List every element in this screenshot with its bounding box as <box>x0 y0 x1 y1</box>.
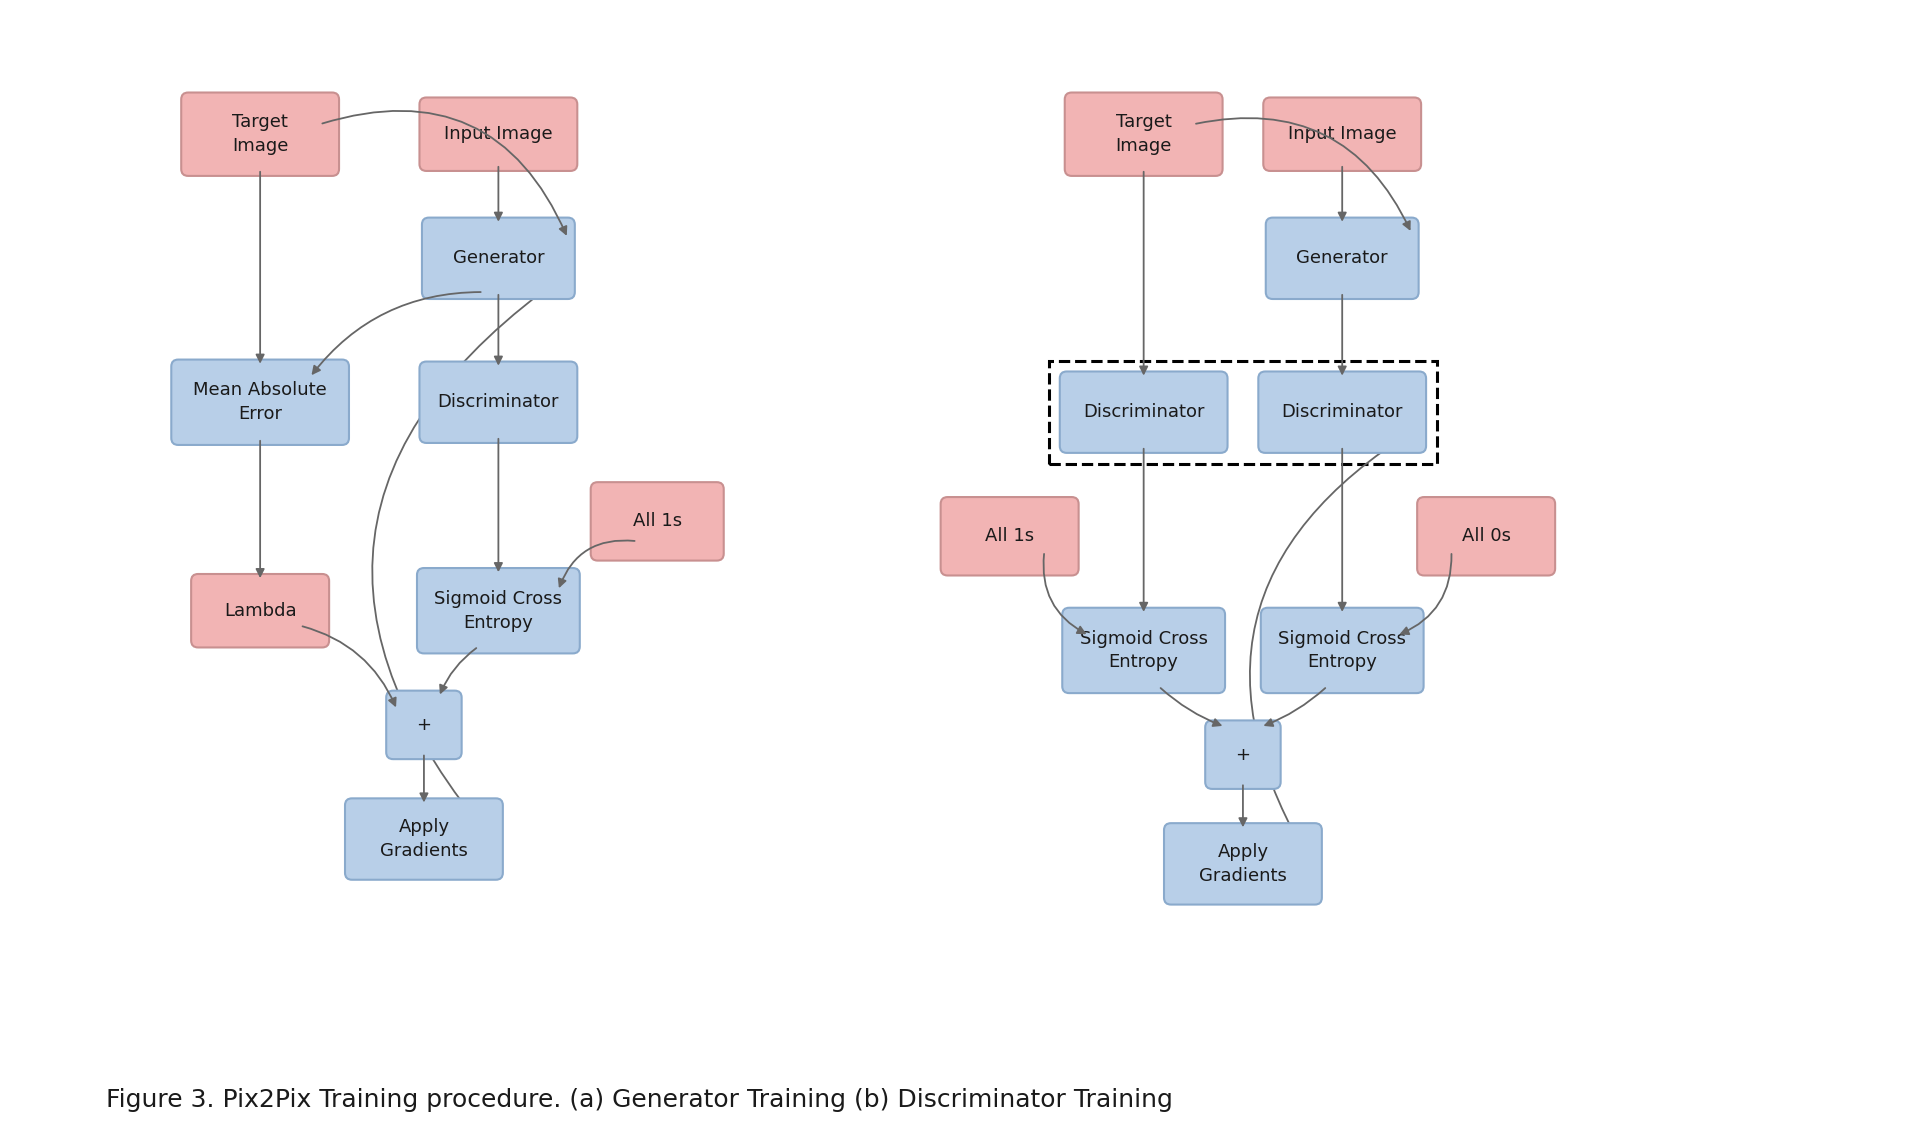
Text: Target
Image: Target Image <box>232 113 288 155</box>
FancyBboxPatch shape <box>419 361 578 444</box>
Text: +: + <box>1235 746 1251 763</box>
FancyBboxPatch shape <box>1204 721 1281 788</box>
Text: Apply
Gradients: Apply Gradients <box>1199 843 1287 885</box>
Text: Generator: Generator <box>453 250 544 267</box>
FancyBboxPatch shape <box>1060 371 1228 453</box>
Text: Generator: Generator <box>1297 250 1389 267</box>
FancyBboxPatch shape <box>1062 607 1226 693</box>
Text: Sigmoid Cross
Entropy: Sigmoid Cross Entropy <box>1080 629 1208 672</box>
Text: Mean Absolute
Error: Mean Absolute Error <box>194 382 327 423</box>
Text: Discriminator: Discriminator <box>1083 403 1204 422</box>
Text: Target
Image: Target Image <box>1116 113 1172 155</box>
Text: Sigmoid Cross
Entropy: Sigmoid Cross Entropy <box>434 590 563 631</box>
Text: Input Image: Input Image <box>1287 125 1397 143</box>
Text: Input Image: Input Image <box>444 125 553 143</box>
FancyBboxPatch shape <box>1064 93 1222 175</box>
Text: Apply
Gradients: Apply Gradients <box>380 818 469 860</box>
Text: All 0s: All 0s <box>1462 527 1510 545</box>
FancyBboxPatch shape <box>181 93 338 175</box>
FancyBboxPatch shape <box>1266 218 1418 299</box>
FancyBboxPatch shape <box>171 360 350 445</box>
FancyBboxPatch shape <box>417 568 580 653</box>
Text: Figure 3. Pix2Pix Training procedure. (a) Generator Training (b) Discriminator T: Figure 3. Pix2Pix Training procedure. (a… <box>106 1089 1174 1112</box>
FancyBboxPatch shape <box>419 97 578 171</box>
Text: Sigmoid Cross
Entropy: Sigmoid Cross Entropy <box>1277 629 1406 672</box>
Text: +: + <box>417 716 432 733</box>
Text: All 1s: All 1s <box>632 512 682 531</box>
Text: Lambda: Lambda <box>225 602 296 620</box>
FancyBboxPatch shape <box>1264 97 1422 171</box>
Text: Discriminator: Discriminator <box>438 393 559 411</box>
FancyBboxPatch shape <box>1418 497 1556 575</box>
FancyBboxPatch shape <box>190 574 328 647</box>
FancyBboxPatch shape <box>346 799 503 880</box>
Text: All 1s: All 1s <box>985 527 1033 545</box>
FancyBboxPatch shape <box>423 218 574 299</box>
Bar <box>1049 361 1437 464</box>
FancyBboxPatch shape <box>941 497 1078 575</box>
FancyBboxPatch shape <box>1258 371 1425 453</box>
FancyBboxPatch shape <box>592 482 724 560</box>
FancyBboxPatch shape <box>1260 607 1423 693</box>
FancyBboxPatch shape <box>1164 823 1322 904</box>
Text: Discriminator: Discriminator <box>1281 403 1402 422</box>
FancyBboxPatch shape <box>386 691 461 759</box>
